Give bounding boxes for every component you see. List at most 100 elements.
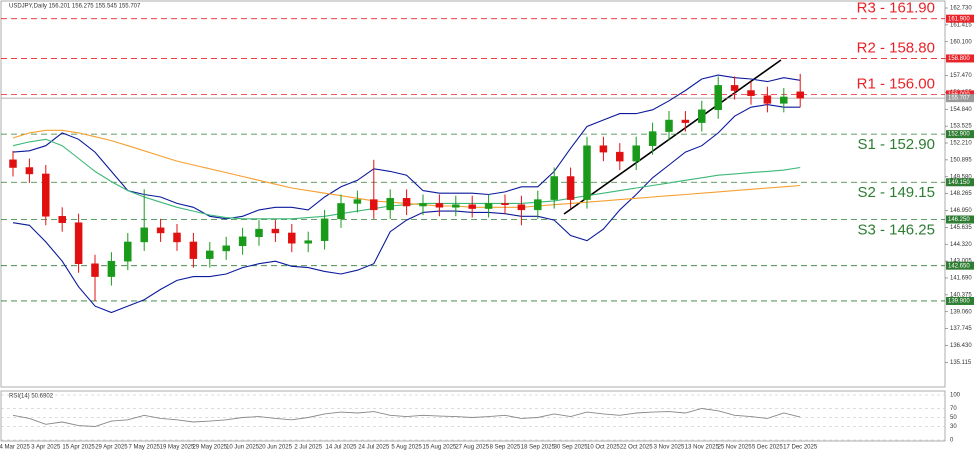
- candle-body: [156, 227, 165, 234]
- candle-body: [353, 199, 362, 204]
- x-tick-label: 10 Jun 2025: [226, 445, 260, 451]
- candle-body: [747, 90, 755, 96]
- candle-body: [484, 203, 493, 209]
- level-price-label: 158.800: [948, 56, 970, 62]
- candle-body: [550, 176, 558, 200]
- y-tick-label: 145.635: [950, 225, 972, 231]
- level-label: S2 - 149.15: [857, 184, 935, 201]
- level-price-label: 161.900: [948, 16, 970, 22]
- x-tick-label: 10 Oct 2025: [587, 445, 620, 451]
- x-tick-label: 29 May 2025: [192, 445, 227, 451]
- y-tick-label: 150.895: [950, 157, 972, 163]
- rsi-tick-label: 0: [950, 438, 954, 444]
- y-tick-label: 161.415: [950, 22, 972, 28]
- candle-body: [402, 198, 411, 207]
- x-tick-label: 24 Mar 2025: [0, 445, 31, 451]
- level-price-box: [946, 261, 974, 270]
- x-tick-label: 22 Oct 2025: [620, 445, 653, 451]
- y-tick-label: 136.430: [950, 343, 972, 349]
- x-tick-label: 30 Sep 2025: [554, 445, 589, 451]
- level-label: R3 - 161.90: [857, 0, 935, 17]
- level-price-box: [946, 215, 974, 224]
- candle-body: [9, 159, 17, 168]
- x-tick-label: 5 Dec 2025: [752, 445, 783, 451]
- rsi-tick-label: 30: [950, 424, 957, 430]
- candle-body: [419, 203, 427, 207]
- candle-body: [25, 167, 34, 175]
- chart-title: USDJPY,Daily 156.201 156.275 155.545 155…: [9, 4, 141, 10]
- candle-body: [780, 96, 788, 104]
- level-label: R1 - 156.00: [857, 75, 935, 92]
- rsi-line: [12, 408, 801, 427]
- candle-body: [206, 250, 214, 259]
- candle-body: [583, 145, 591, 200]
- y-tick-label: 137.745: [950, 326, 972, 332]
- x-tick-label: 8 Sep 2025: [490, 445, 521, 451]
- x-tick-label: 24 Jul 2025: [358, 445, 390, 451]
- candle-body: [74, 222, 83, 264]
- level-price-label: 149.150: [948, 180, 970, 186]
- x-tick-label: 5 Aug 2025: [391, 445, 422, 451]
- candle-body: [140, 227, 148, 243]
- candle-body: [599, 145, 608, 153]
- candle-body: [501, 203, 509, 205]
- candle-body: [58, 216, 66, 223]
- x-tick-label: 18 Sep 2025: [521, 445, 556, 451]
- x-tick-label: 17 Dec 2025: [783, 445, 818, 451]
- y-tick-label: 162.730: [950, 6, 972, 12]
- current-price-box: [946, 94, 974, 103]
- candle-body: [468, 204, 476, 209]
- y-tick-label: 154.840: [950, 107, 972, 113]
- rsi-panel-frame: [0, 390, 946, 442]
- candle-body: [91, 263, 99, 277]
- candle-body: [42, 173, 50, 217]
- y-tick-label: 139.060: [950, 309, 972, 315]
- candle-body: [698, 109, 706, 123]
- rsi-title: RSI(14) 50.6902: [9, 394, 54, 400]
- x-tick-label: 25 Nov 2025: [718, 445, 753, 451]
- candle-body: [714, 85, 722, 111]
- x-tick-label: 3 Apr 2025: [31, 445, 61, 451]
- candle-body: [370, 199, 378, 211]
- candle-body: [386, 198, 394, 211]
- y-tick-label: 157.470: [950, 73, 972, 79]
- x-tick-label: 2 Jul 2025: [294, 445, 322, 451]
- x-tick-label: 20 Jun 2025: [259, 445, 293, 451]
- trend-line: [563, 59, 782, 215]
- rsi-tick-label: 70: [950, 406, 957, 412]
- x-tick-label: 15 Aug 2025: [423, 445, 457, 451]
- y-tick-label: 153.525: [950, 124, 972, 130]
- candle-body: [255, 228, 263, 238]
- level-price-box: [946, 54, 974, 63]
- y-tick-label: 148.265: [950, 191, 972, 197]
- level-price-box: [946, 296, 974, 305]
- x-tick-label: 27 Aug 2025: [455, 445, 489, 451]
- candle-body: [124, 241, 132, 262]
- candle-body: [222, 245, 230, 252]
- candle-body: [517, 204, 526, 211]
- candle-body: [681, 119, 690, 123]
- candle-body: [107, 260, 116, 277]
- level-label: S3 - 146.25: [857, 221, 935, 238]
- y-tick-label: 135.115: [950, 360, 972, 366]
- candle-body: [288, 232, 296, 244]
- candle-body: [271, 228, 280, 234]
- y-tick-label: 149.580: [950, 174, 972, 180]
- level-price-label: 142.650: [948, 263, 970, 269]
- level-label: R2 - 158.80: [857, 39, 935, 56]
- candle-body: [304, 240, 312, 244]
- candle-body: [534, 199, 542, 211]
- level-price-box: [946, 14, 974, 23]
- candle-body: [566, 176, 575, 200]
- y-tick-label: 146.950: [950, 208, 972, 214]
- candle-body: [665, 119, 673, 132]
- x-tick-label: 3 Nov 2025: [654, 445, 685, 451]
- x-tick-label: 15 Apr 2025: [62, 445, 95, 451]
- y-tick-label: 144.320: [950, 242, 972, 248]
- level-price-label: 146.250: [948, 217, 970, 223]
- level-label: S1 - 152.90: [857, 136, 935, 153]
- candle-body: [435, 203, 444, 208]
- rsi-tick-label: 100: [950, 393, 961, 399]
- y-tick-label: 152.210: [950, 141, 972, 147]
